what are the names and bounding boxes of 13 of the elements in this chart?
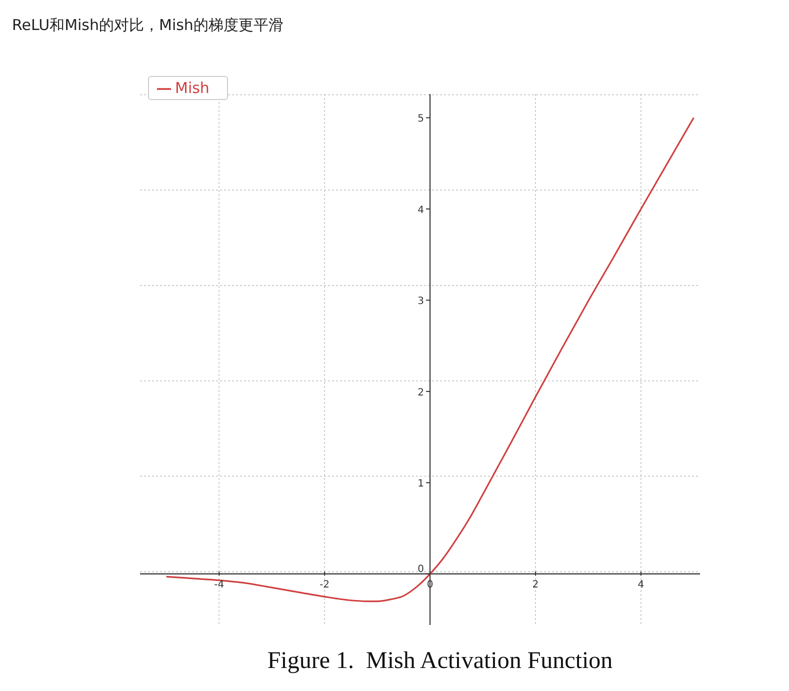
y-tick-label: 2 xyxy=(418,387,424,398)
y-tick-label: 3 xyxy=(418,296,424,308)
caption: Figure 1. Mish Activation Function xyxy=(266,648,614,675)
y-tick-label: 1 xyxy=(418,478,424,490)
x-tick-label: 2 xyxy=(532,580,539,591)
x-tick-label: -4 xyxy=(214,580,224,591)
chart-title: ReLU和Mish的对比，Mish的梯度更平滑 xyxy=(12,16,284,35)
y-tick-label: 4 xyxy=(418,204,424,216)
y-tick-label: 0 xyxy=(418,564,424,575)
x-tick-label: -2 xyxy=(320,580,330,591)
x-tick-label: 4 xyxy=(638,580,644,591)
legend-label: Mish xyxy=(175,79,210,97)
y-tick-label: 5 xyxy=(418,114,424,125)
